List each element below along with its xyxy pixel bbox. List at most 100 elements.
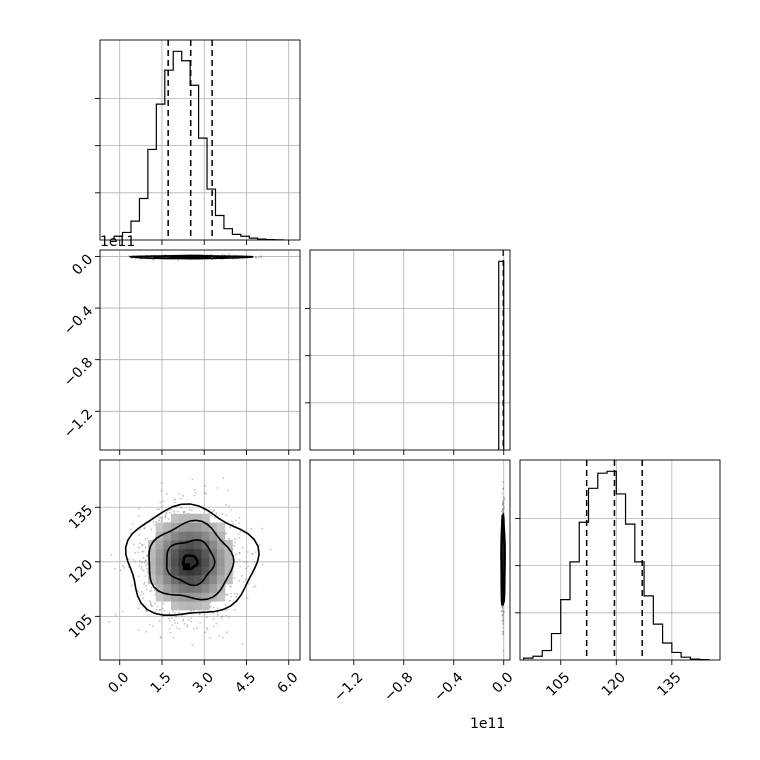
scatter-p1-p3-contour-3 [181,554,199,571]
scatter-p1-p2-ytick-label-0: 0.0 [69,251,96,278]
scatter-p2-p3-point [500,609,503,612]
scatter-p1-p3-density-cell [216,540,226,550]
scatter-p1-p3-peak [182,563,190,571]
hist-p2-step [498,260,505,450]
scatter-p1-p3-point [153,524,156,526]
scatter-p2-p3-point [502,480,505,483]
scatter-p1-p3-point [158,508,161,511]
scatter-p1-p3-density-cell [193,548,203,558]
scatter-p1-p3-frame [99,459,301,661]
scatter-p1-p3-point [167,518,170,520]
scatter-p1-p3-point [138,507,141,510]
scatter-p1-p3-point [170,508,173,511]
scatter-p1-p3-point [216,611,219,614]
scatter-p1-p3-point [137,551,140,554]
scatter-p2-p3-point [502,626,505,629]
scatter-p1-p3-density-cell [201,548,210,558]
scatter-p1-p3-density-cell [155,592,164,602]
scatter-p1-p3-density-cell [216,557,226,567]
scatter-p1-p3-point [162,500,165,503]
scatter-p1-p3-density-cell [148,574,157,585]
scatter-p1-p3-point [221,636,224,639]
scatter-p1-p3-point [159,635,162,638]
scatter-p1-p3-point [212,606,215,609]
scatter-p1-p3-point [220,617,223,619]
scatter-p2-p3-point [502,502,505,505]
scatter-p1-p3-point [150,604,153,607]
scatter-p1-p3-point [236,593,239,595]
scatter-p1-p3-density-cell [148,566,157,576]
scatter-p2-p3-contour-0 [500,512,506,606]
scatter-p1-p3-ytick-label-1: 120 [66,557,96,587]
scatter-p2-p3-point [502,487,505,490]
hist-p1-bar-6 [165,70,173,240]
scatter-p1-p3-point [247,551,249,553]
scatter-p1-p3-point [144,575,147,577]
scatter-p1-p3-point [143,527,146,530]
scatter-p1-p3-point [182,511,185,514]
scatter-p1-p3-point [213,618,215,620]
scatter-p1-p3-density-cell [155,548,164,558]
scatter-p1-p3-density-cell [170,557,180,567]
scatter-p1-p3-point [137,546,140,549]
scatter-p1-p3-density-cell [216,592,226,602]
scatter-p1-p3-point [174,611,176,614]
scatter-p1-p3-point [198,613,201,616]
scatter-p2-p3-point [502,631,505,634]
scatter-p1-p3-point [165,512,167,515]
scatter-p1-p3-point [204,631,206,634]
scatter-p1-p3-point [229,526,231,529]
scatter-p1-p3-point [176,510,179,513]
scatter-p1-p3-point [158,609,161,612]
scatter-p2-p3-point [502,509,505,511]
scatter-p2-p3-point [502,649,505,652]
scatter-p1-p3-density-cell [209,531,218,541]
scatter-p1-p3-density-cell [155,522,164,532]
scatter-p2-p3-point [501,510,503,513]
scatter-p2-p3-point [502,623,505,626]
scatter-p1-p3-point [137,575,140,578]
scatter-p2-p3-point [502,499,505,502]
scatter-p1-p3-point [240,574,243,577]
hist-p3-frame [519,459,721,661]
scatter-p1-p3-point [141,550,144,553]
scatter-p1-p3-point [138,560,141,562]
scatter-p2-p3-point [502,632,505,635]
scatter-p1-p3-density-cell [155,583,164,593]
scatter-p1-p3-point [143,561,146,564]
scatter-p1-p3-point [138,565,141,567]
scatter-p1-p3-point [144,559,147,562]
panel-hist-p1 [95,39,301,245]
scatter-p1-p2-point [254,256,257,259]
scatter-p1-p3-point [121,610,124,613]
scatter-p2-p3-point [501,492,504,495]
scatter-p1-p3-xtick-label-2: 3.0 [190,669,217,696]
scatter-p1-p3-point [227,489,229,492]
hist-p1-bar-12 [215,215,223,240]
scatter-p1-p3-point [205,616,208,619]
scatter-p1-p3-point [148,600,151,602]
scatter-p2-p3-point [501,508,504,511]
scatter-p1-p3-point [185,625,188,628]
scatter-p1-p3-point [167,617,170,620]
scatter-p1-p2-point [221,258,224,261]
scatter-p1-p3-point [244,578,247,581]
scatter-p1-p3-point [232,523,235,525]
scatter-p1-p3-point [225,532,228,535]
scatter-p1-p3-point [233,545,236,547]
scatter-p1-p3-point [191,643,194,646]
scatter-p1-p3-density-cell [148,548,157,558]
scatter-p1-p3-point [161,607,164,610]
scatter-p1-p3-point [216,486,219,489]
scatter-p1-p3-point [235,519,238,522]
scatter-p1-p3-density-cell [155,574,164,585]
scatter-p1-p3-density-cell [186,548,195,558]
hist-p1-step [113,50,284,241]
scatter-p1-p3-point [238,516,241,519]
scatter-p2-p3-point [502,487,504,490]
scatter-p1-p3-point [239,565,242,568]
scatter-p1-p3-point [156,605,159,608]
scatter-p1-p3-point [139,542,141,545]
scatter-p1-p3-point [156,609,158,612]
scatter-p1-p3-point [247,565,249,568]
